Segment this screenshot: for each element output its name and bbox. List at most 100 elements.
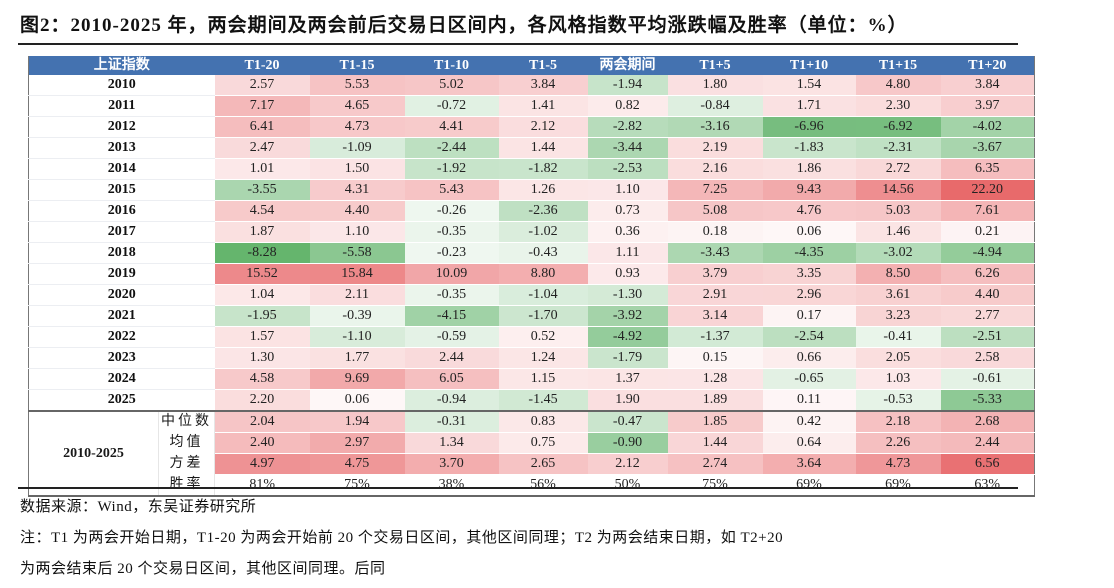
value-cell: 8.50	[855, 263, 941, 285]
year-label: 2023	[28, 347, 215, 369]
value-cell: 5.53	[309, 75, 405, 96]
table-row: 2010 2.57 5.53 5.02 3.84 -1.94 1.80 1.54 4.80 3.8…	[28, 75, 1035, 96]
value-cell: 1.26	[498, 179, 588, 201]
value-cell: 6.05	[404, 368, 499, 390]
summary-value-cell: -0.90	[587, 432, 668, 454]
value-cell: -4.92	[587, 326, 668, 348]
value-cell: 1.04	[214, 284, 310, 306]
value-cell: -3.43	[667, 242, 763, 264]
value-cell: 0.21	[940, 221, 1035, 243]
summary-row: 方差 4.97 4.75 3.70 2.65 2.12 2.74 3.64 4.73 6.56	[29, 453, 1035, 475]
value-cell: 1.87	[214, 221, 310, 243]
value-cell: 7.25	[667, 179, 763, 201]
summary-value-cell: 3.64	[762, 453, 856, 475]
summary-value-cell: 3.70	[404, 453, 499, 475]
note-line-1: 注：T1 为两会开始日期，T1-20 为两会开始前 20 个交易日区间，其他区间…	[20, 530, 784, 546]
value-cell: 0.18	[667, 221, 763, 243]
table-row: 2014 1.01 1.50 -1.92 -1.82 -2.53 2.16 1.86 2.72 6…	[28, 158, 1035, 180]
stat-label: 均值	[158, 432, 215, 454]
value-cell: -3.44	[587, 137, 668, 159]
value-cell: 5.03	[855, 200, 941, 222]
value-cell: -1.02	[498, 221, 588, 243]
col-header: 两会期间	[587, 56, 668, 75]
value-cell: 2.44	[404, 347, 499, 369]
value-cell: 0.06	[309, 389, 405, 412]
value-cell: 4.54	[214, 200, 310, 222]
summary-value-cell: 75%	[309, 474, 405, 497]
value-cell: 1.10	[309, 221, 405, 243]
summary-value-cell: 0.64	[762, 432, 856, 454]
value-cell: 1.89	[667, 389, 763, 412]
summary-value-cell: 2.40	[214, 432, 310, 454]
value-cell: -0.53	[855, 389, 941, 412]
value-cell: -0.61	[940, 368, 1035, 390]
value-cell: 15.52	[214, 263, 310, 285]
value-cell: 9.43	[762, 179, 856, 201]
year-label: 2021	[28, 305, 215, 327]
value-cell: -1.79	[587, 347, 668, 369]
year-label: 2012	[28, 116, 215, 138]
summary-value-cell: 50%	[587, 474, 668, 497]
col-header: T1+5	[667, 56, 763, 75]
value-cell: -1.94	[587, 75, 668, 96]
table-row: 2020 1.04 2.11 -0.35 -1.04 -1.30 2.91 2.96 3.61 4…	[28, 284, 1035, 306]
summary-value-cell: 69%	[762, 474, 856, 497]
value-cell: -6.92	[855, 116, 941, 138]
value-cell: 1.10	[587, 179, 668, 201]
value-cell: 3.35	[762, 263, 856, 285]
value-cell: -0.35	[404, 221, 499, 243]
value-cell: -4.35	[762, 242, 856, 264]
stat-label: 中位数	[158, 410, 215, 433]
value-cell: 1.30	[214, 347, 310, 369]
value-cell: 1.57	[214, 326, 310, 348]
summary-value-cell: 4.75	[309, 453, 405, 475]
value-cell: -1.30	[587, 284, 668, 306]
year-label: 2018	[28, 242, 215, 264]
value-cell: -2.82	[587, 116, 668, 138]
value-cell: -3.55	[214, 179, 310, 201]
value-cell: 2.16	[667, 158, 763, 180]
value-cell: 14.56	[855, 179, 941, 201]
value-cell: 2.11	[309, 284, 405, 306]
value-cell: 0.11	[762, 389, 856, 412]
value-cell: 3.23	[855, 305, 941, 327]
summary-value-cell: 69%	[855, 474, 941, 497]
value-cell: 6.35	[940, 158, 1035, 180]
year-label: 2016	[28, 200, 215, 222]
value-cell: -0.59	[404, 326, 499, 348]
summary-value-cell: 4.73	[855, 453, 941, 475]
summary-value-cell: 2.04	[214, 410, 310, 433]
value-cell: 2.96	[762, 284, 856, 306]
year-label: 2024	[28, 368, 215, 390]
year-label: 2017	[28, 221, 215, 243]
table-row: 2023 1.30 1.77 2.44 1.24 -1.79 0.15 0.66 2.05 2.5…	[28, 347, 1035, 369]
value-cell: 0.52	[498, 326, 588, 348]
value-cell: -0.72	[404, 95, 499, 117]
value-cell: -0.41	[855, 326, 941, 348]
value-cell: -0.94	[404, 389, 499, 412]
value-cell: -0.39	[309, 305, 405, 327]
year-label: 2010	[28, 75, 215, 96]
value-cell: -2.36	[498, 200, 588, 222]
table-row: 2022 1.57 -1.10 -0.59 0.52 -4.92 -1.37 -2.54 -0.…	[28, 326, 1035, 348]
value-cell: 3.97	[940, 95, 1035, 117]
value-cell: -1.45	[498, 389, 588, 412]
value-cell: 9.69	[309, 368, 405, 390]
summary-value-cell: 2.65	[498, 453, 588, 475]
col-header: T1+15	[855, 56, 941, 75]
value-cell: 0.73	[587, 200, 668, 222]
summary-value-cell: 63%	[940, 474, 1035, 497]
col-header: T1-15	[309, 56, 405, 75]
value-cell: 4.40	[940, 284, 1035, 306]
value-cell: -1.82	[498, 158, 588, 180]
value-cell: 0.93	[587, 263, 668, 285]
summary-value-cell: 2.97	[309, 432, 405, 454]
year-label: 2015	[28, 179, 215, 201]
value-cell: 1.28	[667, 368, 763, 390]
value-cell: 15.84	[309, 263, 405, 285]
value-cell: -2.31	[855, 137, 941, 159]
value-cell: 1.46	[855, 221, 941, 243]
value-cell: -3.92	[587, 305, 668, 327]
summary-value-cell: 6.56	[940, 453, 1035, 475]
summary-value-cell: 0.75	[498, 432, 588, 454]
